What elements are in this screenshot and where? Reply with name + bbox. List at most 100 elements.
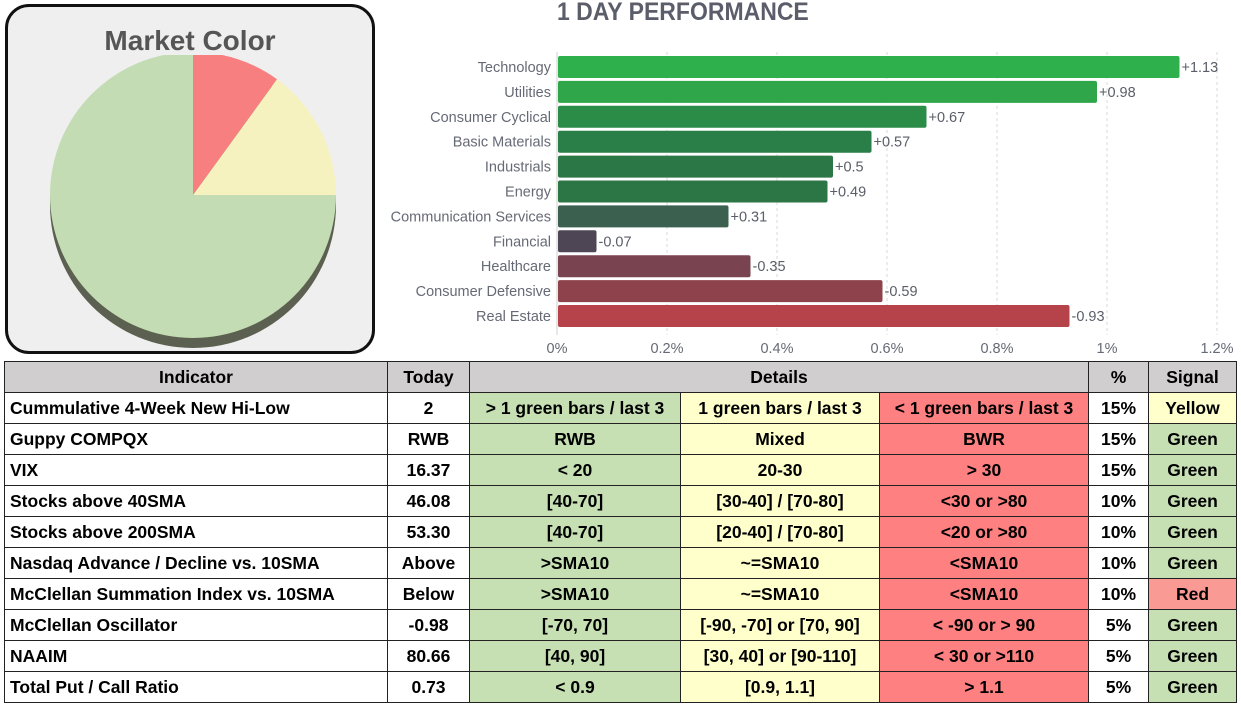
pie-slice-green <box>50 55 336 338</box>
category-label: Healthcare <box>481 259 551 275</box>
yellow-criteria-cell: [-90, -70] or [70, 90] <box>680 609 880 641</box>
signal-cell: Red <box>1148 578 1237 610</box>
yellow-criteria-cell: 20-30 <box>680 454 880 486</box>
yellow-criteria-cell: 1 green bars / last 3 <box>680 392 880 424</box>
chart-title: 1 DAY PERFORMANCE <box>557 0 809 26</box>
value-label: +1.13 <box>1182 60 1219 76</box>
red-criteria-cell: > 30 <box>879 454 1089 486</box>
indicator-cell: McClellan Summation Index vs. 10SMA <box>4 578 388 610</box>
bar-communication-services <box>558 205 729 228</box>
yellow-criteria-cell: [0.9, 1.1] <box>680 671 880 703</box>
header-signal: Signal <box>1148 361 1237 393</box>
green-criteria-cell: < 0.9 <box>469 671 681 703</box>
category-label: Real Estate <box>476 309 551 325</box>
red-criteria-cell: < -90 or > 90 <box>879 609 1089 641</box>
table-row: Cummulative 4-Week New Hi-Low 2 > 1 green … <box>4 392 1237 424</box>
category-label: Consumer Defensive <box>416 284 551 300</box>
indicator-cell: Guppy COMPQX <box>4 423 388 455</box>
table-row: McClellan Summation Index vs. 10SMA Below… <box>4 578 1237 610</box>
signal-cell: Green <box>1148 640 1237 672</box>
yellow-criteria-cell: [30, 40] or [90-110] <box>680 640 880 672</box>
table-row: Guppy COMPQX RWB RWB Mixed BWR 15% Green <box>4 423 1237 455</box>
yellow-criteria-cell: [30-40] / [70-80] <box>680 485 880 517</box>
bar-financial <box>558 230 597 253</box>
yellow-criteria-cell: ~=SMA10 <box>680 578 880 610</box>
table-row: Total Put / Call Ratio 0.73 < 0.9 [0.9, 1.1… <box>4 671 1237 703</box>
value-label: +0.57 <box>874 135 911 151</box>
indicator-cell: Cummulative 4-Week New Hi-Low <box>4 392 388 424</box>
table-row: VIX 16.37 < 20 20-30 > 30 15% Green <box>4 454 1237 486</box>
table-row: Nasdaq Advance / Decline vs. 10SMA Above >… <box>4 547 1237 579</box>
table-row: McClellan Oscillator -0.98 [-70, 70] [-90, … <box>4 609 1237 641</box>
header-indicator: Indicator <box>4 361 388 393</box>
x-tick-label: 1.2% <box>1200 341 1233 357</box>
category-label: Technology <box>478 60 552 76</box>
x-tick-label: 0.2% <box>650 341 683 357</box>
category-label: Consumer Cyclical <box>430 110 551 126</box>
category-label: Communication Services <box>391 209 551 225</box>
today-cell: -0.98 <box>387 609 470 641</box>
percent-cell: 5% <box>1088 671 1149 703</box>
pie-slice-red <box>193 55 278 195</box>
green-criteria-cell: >SMA10 <box>469 547 681 579</box>
red-criteria-cell: BWR <box>879 423 1089 455</box>
yellow-criteria-cell: [20-40] / [70-80] <box>680 516 880 548</box>
x-tick-label: 1% <box>1097 341 1118 357</box>
red-criteria-cell: <20 or >80 <box>879 516 1089 548</box>
green-criteria-cell: RWB <box>469 423 681 455</box>
bar-real-estate <box>558 305 1070 327</box>
value-label: -0.93 <box>1072 309 1105 325</box>
signal-cell: Green <box>1148 485 1237 517</box>
today-cell: 2 <box>387 392 470 424</box>
signal-cell: Green <box>1148 671 1237 703</box>
indicator-cell: NAAIM <box>4 640 388 672</box>
market-color-pie <box>50 55 336 348</box>
red-criteria-cell: <SMA10 <box>879 547 1089 579</box>
value-label: -0.07 <box>599 234 632 250</box>
performance-bars: 0% 0.2% 0.4% 0.6% 0.8% 1% 1.2% Technology +1.13 U… <box>391 52 1234 357</box>
today-cell: 16.37 <box>387 454 470 486</box>
percent-cell: 5% <box>1088 640 1149 672</box>
table-header-row: Indicator Today Details % Signal <box>4 361 1237 393</box>
indicator-cell: Nasdaq Advance / Decline vs. 10SMA <box>4 547 388 579</box>
percent-cell: 10% <box>1088 578 1149 610</box>
percent-cell: 10% <box>1088 516 1149 548</box>
category-label: Utilities <box>504 85 551 101</box>
x-tick-label: 0.4% <box>760 341 793 357</box>
indicator-cell: McClellan Oscillator <box>4 609 388 641</box>
red-criteria-cell: > 1.1 <box>879 671 1089 703</box>
table-row: Stocks above 40SMA 46.08 [40-70] [30-40] / … <box>4 485 1237 517</box>
indicator-cell: Total Put / Call Ratio <box>4 671 388 703</box>
category-label: Energy <box>505 185 552 201</box>
green-criteria-cell: [-70, 70] <box>469 609 681 641</box>
header-today: Today <box>387 361 470 393</box>
signal-cell: Yellow <box>1148 392 1237 424</box>
percent-cell: 15% <box>1088 454 1149 486</box>
signal-cell: Green <box>1148 454 1237 486</box>
bar-industrials <box>558 155 833 178</box>
bar-technology <box>558 56 1180 78</box>
signal-cell: Green <box>1148 516 1237 548</box>
x-tick-label: 0.8% <box>980 341 1013 357</box>
green-criteria-cell: < 20 <box>469 454 681 486</box>
signal-cell: Green <box>1148 609 1237 641</box>
indicator-table: Indicator Today Details % Signal Cummula… <box>4 361 1237 703</box>
today-cell: 46.08 <box>387 485 470 517</box>
market-color-title: Market Color <box>104 25 276 56</box>
red-criteria-cell: < 1 green bars / last 3 <box>879 392 1089 424</box>
indicator-cell: VIX <box>4 454 388 486</box>
green-criteria-cell: >SMA10 <box>469 578 681 610</box>
indicator-cell: Stocks above 40SMA <box>4 485 388 517</box>
performance-chart: 1 DAY PERFORMANCE 0% 0.2% 0.4% 0.6% 0.8% 1% 1.… <box>385 0 1241 360</box>
value-label: +0.31 <box>731 209 768 225</box>
category-label: Basic Materials <box>453 135 551 151</box>
red-criteria-cell: <SMA10 <box>879 578 1089 610</box>
category-label: Financial <box>493 234 551 250</box>
percent-cell: 10% <box>1088 547 1149 579</box>
bar-consumer-defensive <box>558 280 883 303</box>
table-row: Stocks above 200SMA 53.30 [40-70] [20-40] /… <box>4 516 1237 548</box>
today-cell: Above <box>387 547 470 579</box>
percent-cell: 5% <box>1088 609 1149 641</box>
today-cell: RWB <box>387 423 470 455</box>
bar-utilities <box>558 80 1097 103</box>
